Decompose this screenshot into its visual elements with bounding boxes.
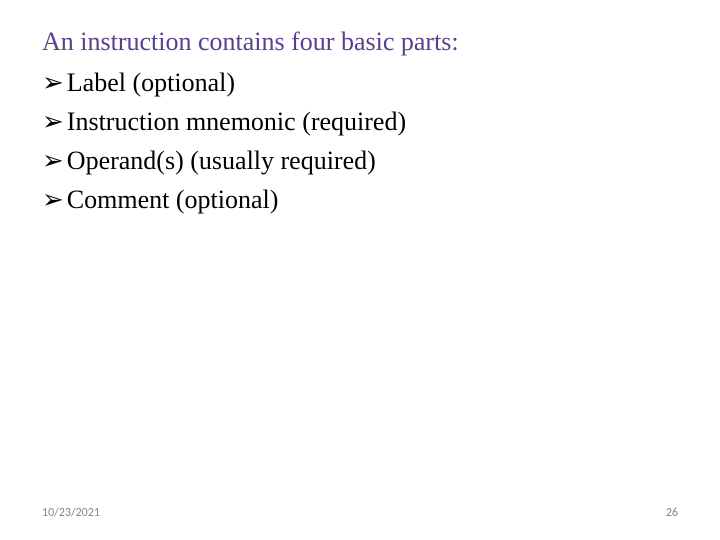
bullet-icon: ➢ xyxy=(42,63,64,102)
list-item: ➢ Comment (optional) xyxy=(42,180,678,219)
list-item: ➢ Instruction mnemonic (required) xyxy=(42,102,678,141)
list-item: ➢ Label (optional) xyxy=(42,63,678,102)
footer-page-number: 26 xyxy=(666,506,678,520)
footer-date: 10/23/2021 xyxy=(42,506,100,520)
heading-text: An instruction contains four basic parts… xyxy=(42,22,678,61)
slide-content: An instruction contains four basic parts… xyxy=(42,22,678,219)
bullet-label: Comment (optional) xyxy=(67,180,279,219)
bullet-icon: ➢ xyxy=(42,180,64,219)
bullet-label: Instruction mnemonic (required) xyxy=(67,102,406,141)
bullet-label: Operand(s) (usually required) xyxy=(67,141,376,180)
list-item: ➢ Operand(s) (usually required) xyxy=(42,141,678,180)
bullet-label: Label (optional) xyxy=(67,63,235,102)
bullet-icon: ➢ xyxy=(42,102,64,141)
bullet-icon: ➢ xyxy=(42,141,64,180)
